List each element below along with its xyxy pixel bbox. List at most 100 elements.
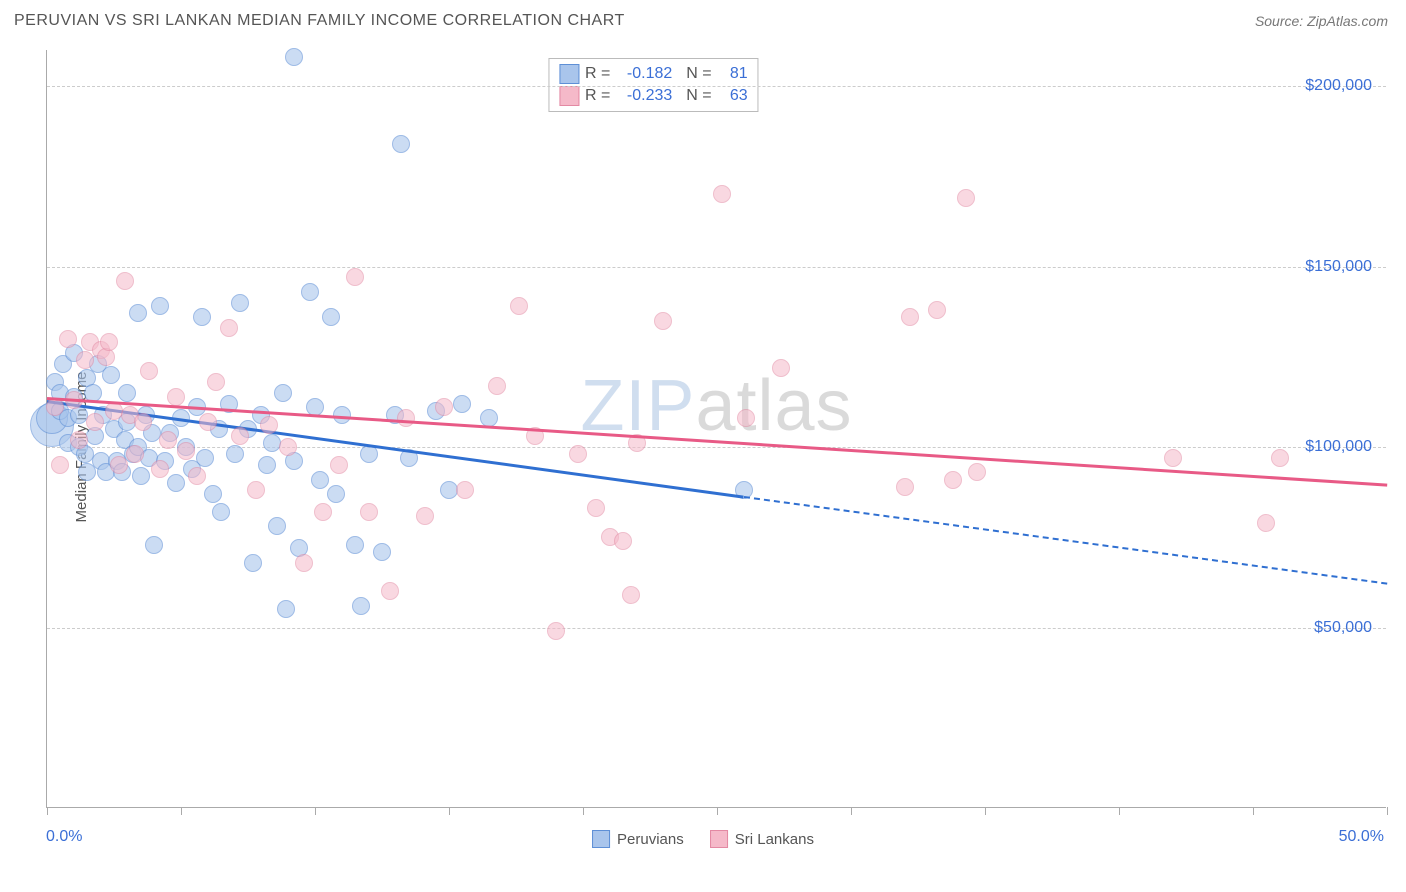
- data-point: [1257, 514, 1275, 532]
- x-tick: [717, 807, 718, 815]
- x-tick: [47, 807, 48, 815]
- x-tick: [181, 807, 182, 815]
- correlation-legend-row: R =-0.182N =81: [559, 63, 748, 85]
- data-point: [70, 431, 88, 449]
- correlation-legend: R =-0.182N =81R =-0.233N =63: [548, 58, 759, 112]
- data-point: [212, 503, 230, 521]
- series-legend: Peruvians Sri Lankans: [592, 830, 814, 848]
- data-point: [1271, 449, 1289, 467]
- x-tick: [583, 807, 584, 815]
- data-point: [614, 532, 632, 550]
- gridline: [47, 86, 1386, 87]
- x-tick: [449, 807, 450, 815]
- data-point: [199, 413, 217, 431]
- data-point: [116, 272, 134, 290]
- data-point: [100, 333, 118, 351]
- data-point: [110, 456, 128, 474]
- data-point: [260, 416, 278, 434]
- data-point: [167, 388, 185, 406]
- data-point: [129, 304, 147, 322]
- data-point: [244, 554, 262, 572]
- data-point: [373, 543, 391, 561]
- data-point: [295, 554, 313, 572]
- data-point: [277, 600, 295, 618]
- x-tick: [315, 807, 316, 815]
- x-tick: [851, 807, 852, 815]
- data-point: [346, 536, 364, 554]
- data-point: [737, 409, 755, 427]
- y-tick-label: $100,000: [1305, 438, 1372, 456]
- data-point: [102, 366, 120, 384]
- series-legend-item: Sri Lankans: [710, 830, 814, 848]
- data-point: [322, 308, 340, 326]
- x-tick: [985, 807, 986, 815]
- legend-n-value: 81: [718, 65, 748, 83]
- plot-region: ZIPatlas R =-0.182N =81R =-0.233N =63 $5…: [46, 50, 1386, 808]
- data-point: [360, 503, 378, 521]
- data-point: [167, 474, 185, 492]
- data-point: [51, 456, 69, 474]
- legend-n-label: N =: [686, 65, 711, 83]
- data-point: [76, 351, 94, 369]
- data-point: [220, 319, 238, 337]
- gridline: [47, 447, 1386, 448]
- data-point: [46, 398, 64, 416]
- data-point: [132, 467, 150, 485]
- data-point: [901, 308, 919, 326]
- data-point: [488, 377, 506, 395]
- data-point: [263, 434, 281, 452]
- data-point: [587, 499, 605, 517]
- data-point: [231, 427, 249, 445]
- chart-title: PERUVIAN VS SRI LANKAN MEDIAN FAMILY INC…: [14, 12, 625, 30]
- data-point: [301, 283, 319, 301]
- x-tick: [1387, 807, 1388, 815]
- data-point: [151, 460, 169, 478]
- data-point: [59, 330, 77, 348]
- data-point: [193, 308, 211, 326]
- legend-r-value: -0.233: [616, 87, 672, 105]
- data-point: [279, 438, 297, 456]
- data-point: [126, 445, 144, 463]
- data-point: [134, 413, 152, 431]
- data-point: [145, 536, 163, 554]
- gridline: [47, 267, 1386, 268]
- data-point: [547, 622, 565, 640]
- chart-source: Source: ZipAtlas.com: [1255, 13, 1388, 29]
- x-axis-min-label: 0.0%: [46, 828, 82, 846]
- data-point: [247, 481, 265, 499]
- data-point: [177, 442, 195, 460]
- x-tick: [1253, 807, 1254, 815]
- chart-area: Median Family Income ZIPatlas R =-0.182N…: [0, 42, 1406, 852]
- data-point: [622, 586, 640, 604]
- data-point: [713, 185, 731, 203]
- data-point: [772, 359, 790, 377]
- data-point: [510, 297, 528, 315]
- data-point: [330, 456, 348, 474]
- data-point: [86, 413, 104, 431]
- data-point: [231, 294, 249, 312]
- data-point: [258, 456, 276, 474]
- data-point: [285, 48, 303, 66]
- legend-n-value: 63: [718, 87, 748, 105]
- data-point: [944, 471, 962, 489]
- data-point: [314, 503, 332, 521]
- chart-header: PERUVIAN VS SRI LANKAN MEDIAN FAMILY INC…: [0, 0, 1406, 38]
- data-point: [360, 445, 378, 463]
- data-point: [453, 395, 471, 413]
- data-point: [456, 481, 474, 499]
- data-point: [968, 463, 986, 481]
- legend-swatch: [559, 86, 579, 106]
- data-point: [274, 384, 292, 402]
- series-label: Peruvians: [617, 831, 684, 848]
- data-point: [140, 362, 158, 380]
- data-point: [159, 431, 177, 449]
- data-point: [105, 402, 123, 420]
- data-point: [196, 449, 214, 467]
- data-point: [654, 312, 672, 330]
- data-point: [311, 471, 329, 489]
- series-label: Sri Lankans: [735, 831, 814, 848]
- trend-line: [47, 397, 1387, 486]
- legend-swatch: [559, 64, 579, 84]
- legend-r-label: R =: [585, 65, 610, 83]
- data-point: [118, 384, 136, 402]
